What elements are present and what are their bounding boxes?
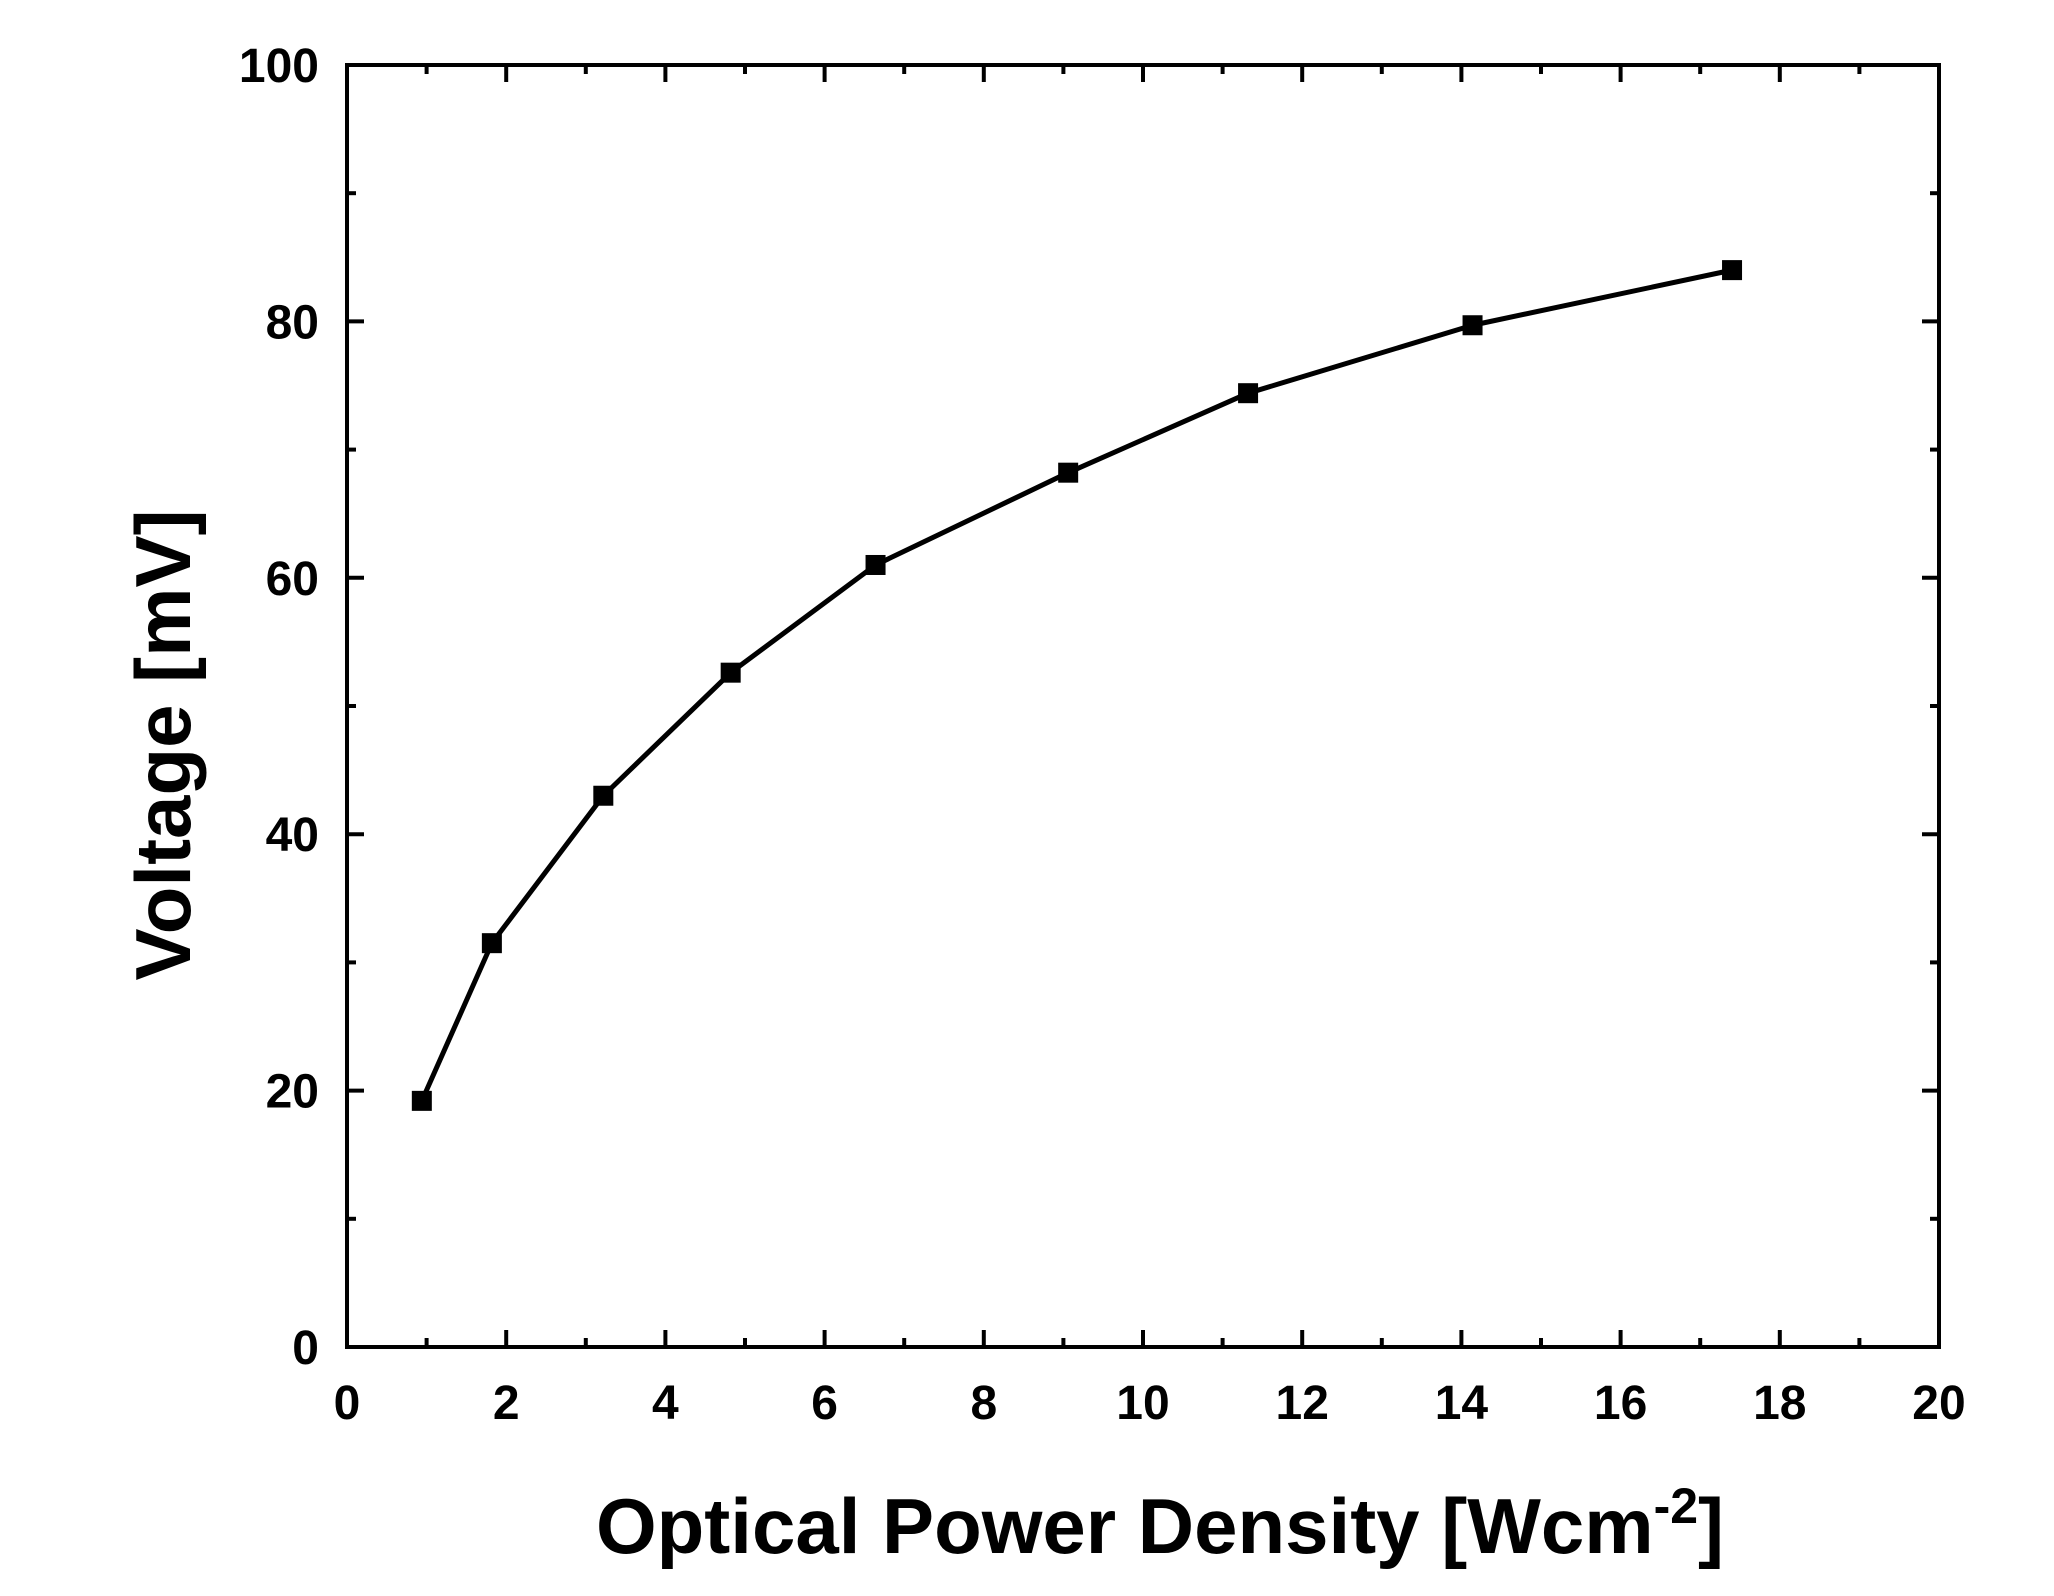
- x-axis-title-end: ]: [1698, 1482, 1724, 1570]
- series-line: [419, 267, 1733, 1102]
- x-tick-label: 16: [1594, 1377, 1647, 1430]
- data-point-marker: [1238, 383, 1259, 404]
- x-tick-label: 8: [970, 1377, 997, 1430]
- series-layer: [411, 260, 1743, 1111]
- y-tick-label: 20: [266, 1066, 319, 1119]
- x-axis-title: Optical Power Density [Wcm-2]: [596, 1478, 1724, 1570]
- y-tick-label: 100: [239, 40, 319, 93]
- x-tick-label: 18: [1753, 1377, 1806, 1430]
- data-point-marker: [865, 554, 886, 575]
- x-tick-label: 0: [334, 1377, 361, 1430]
- data-point-marker: [720, 662, 741, 683]
- y-tick-label: 40: [266, 809, 319, 862]
- x-tick-label: 12: [1276, 1377, 1329, 1430]
- data-point-marker: [593, 785, 614, 806]
- x-tick-label: 20: [1912, 1377, 1965, 1430]
- x-axis-title-main: Optical Power Density [Wcm: [596, 1482, 1654, 1570]
- data-point-marker: [481, 933, 502, 954]
- x-axis-title-superscript: -2: [1654, 1478, 1698, 1534]
- y-tick-label: 80: [266, 296, 319, 349]
- x-tick-label: 2: [493, 1377, 520, 1430]
- x-tick-label: 14: [1435, 1377, 1489, 1430]
- data-point-marker: [411, 1090, 432, 1111]
- data-point-marker: [1722, 260, 1743, 281]
- x-tick-label: 10: [1116, 1377, 1169, 1430]
- ticks-layer: [345, 63, 1941, 1349]
- y-tick-label: 60: [266, 553, 319, 606]
- data-point-marker: [1058, 462, 1079, 483]
- tick-labels-layer: 0 2 4 6 8 10 12 14 16 18 20 0 20 40 60 80 100: [239, 40, 1966, 1430]
- y-tick-label: 0: [292, 1322, 319, 1375]
- x-tick-label: 4: [652, 1377, 679, 1430]
- x-tick-label: 6: [811, 1377, 838, 1430]
- y-axis-title: Voltage [mV]: [119, 510, 207, 981]
- plot-frame: [345, 63, 1941, 1349]
- data-point-marker: [1462, 315, 1483, 336]
